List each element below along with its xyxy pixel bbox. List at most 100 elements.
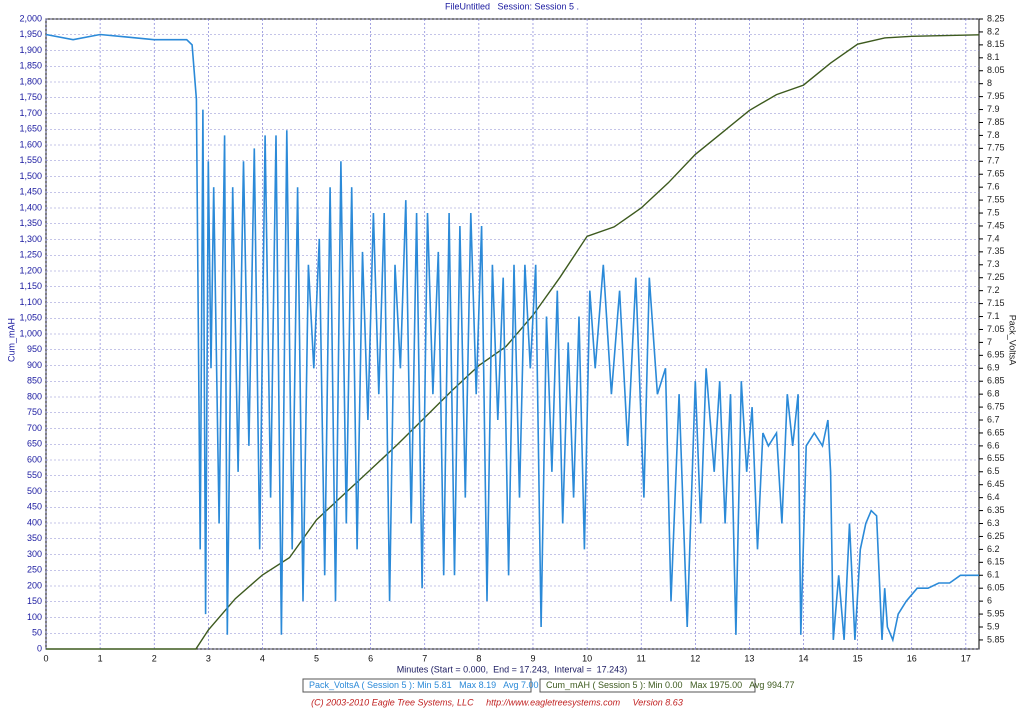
- y-tick-label: 1,800: [19, 76, 42, 86]
- y-tick-label: 50: [32, 628, 42, 638]
- y-tick-label: 250: [27, 565, 42, 575]
- y2-tick-label: 6.85: [987, 376, 1005, 386]
- y-tick-label: 900: [27, 360, 42, 370]
- y-tick-label: 650: [27, 439, 42, 449]
- y-tick-label: 1,550: [19, 155, 42, 165]
- y2-tick-label: 6.2: [987, 544, 1000, 554]
- x-tick-label: 15: [853, 653, 863, 663]
- y-tick-label: 350: [27, 533, 42, 543]
- y-tick-label: 1,650: [19, 124, 42, 134]
- y-tick-label: 1,350: [19, 218, 42, 228]
- y2-tick-label: 6: [987, 596, 992, 606]
- y2-tick-label: 7.9: [987, 104, 1000, 114]
- y-tick-label: 300: [27, 549, 42, 559]
- x-tick-label: 0: [43, 653, 48, 663]
- y-tick-label: 1,850: [19, 61, 42, 71]
- y-tick-label: 1,200: [19, 265, 42, 275]
- legend-box: [302, 678, 532, 693]
- x-tick-label: 5: [314, 653, 319, 663]
- y2-tick-label: 7.05: [987, 324, 1005, 334]
- y-tick-label: 200: [27, 580, 42, 590]
- x-tick-label: 1: [98, 653, 103, 663]
- y-tick-label: 700: [27, 423, 42, 433]
- y-tick-label: 800: [27, 391, 42, 401]
- x-tick-label: 13: [744, 653, 754, 663]
- y-tick-label: 100: [27, 612, 42, 622]
- x-tick-label: 16: [907, 653, 917, 663]
- y2-tick-label: 7.35: [987, 246, 1005, 256]
- x-tick-label: 10: [582, 653, 592, 663]
- legend-name: Cum_mAH ( Session 5 ): [546, 680, 643, 690]
- y2-tick-label: 7.45: [987, 220, 1005, 230]
- y2-tick-label: 8.25: [987, 13, 1005, 23]
- y2-tick-label: 8.2: [987, 26, 1000, 36]
- x-tick-label: 8: [476, 653, 481, 663]
- y-tick-label: 1,400: [19, 202, 42, 212]
- y-tick-label: 2,000: [19, 13, 42, 23]
- y2-tick-label: 8.15: [987, 39, 1005, 49]
- y-tick-label: 1,450: [19, 187, 42, 197]
- y2-tick-label: 6.95: [987, 350, 1005, 360]
- y2-tick-label: 6.25: [987, 531, 1005, 541]
- x-tick-label: 2: [152, 653, 157, 663]
- y-tick-label: 1,500: [19, 171, 42, 181]
- y-tick-label: 1,700: [19, 108, 42, 118]
- y2-tick-label: 5.85: [987, 634, 1005, 644]
- legend-label: Pack_VoltsA ( Session 5 ): Min 5.81 Max …: [309, 680, 538, 690]
- y2-tick-label: 8.1: [987, 52, 1000, 62]
- y2-tick-label: 7.5: [987, 207, 1000, 217]
- y2-tick-label: 7.85: [987, 117, 1005, 127]
- y2-tick-label: 7.1: [987, 311, 1000, 321]
- y2-tick-label: 6.8: [987, 389, 1000, 399]
- y2-tick-label: 7.55: [987, 194, 1005, 204]
- y2-tick-label: 6.55: [987, 453, 1005, 463]
- y2-tick-label: 7.2: [987, 285, 1000, 295]
- y-tick-label: 850: [27, 376, 42, 386]
- legend-name: Pack_VoltsA ( Session 5 ): [309, 680, 412, 690]
- x-tick-label: 11: [637, 653, 646, 663]
- y-tick-label: 1,050: [19, 313, 42, 323]
- legend-label: Cum_mAH ( Session 5 ): Min 0.00 Max 1975…: [546, 680, 794, 690]
- y2-tick-label: 8.05: [987, 65, 1005, 75]
- y2-tick-label: 6.5: [987, 466, 1000, 476]
- y-tick-label: 0: [37, 643, 42, 653]
- x-tick-label: 17: [961, 653, 971, 663]
- y-tick-label: 1,100: [19, 297, 42, 307]
- x-tick-label: 6: [368, 653, 373, 663]
- y2-tick-label: 6.9: [987, 363, 1000, 373]
- y-tick-label: 1,000: [19, 328, 42, 338]
- x-tick-label: 12: [690, 653, 700, 663]
- y-tick-label: 1,250: [19, 250, 42, 260]
- y2-tick-label: 6.75: [987, 401, 1005, 411]
- y-tick-label: 550: [27, 470, 42, 480]
- y-tick-label: 1,900: [19, 45, 42, 55]
- y-tick-label: 1,750: [19, 92, 42, 102]
- y2-tick-label: 7.6: [987, 182, 1000, 192]
- y2-tick-label: 6.65: [987, 427, 1005, 437]
- x-tick-label: 3: [206, 653, 211, 663]
- y-tick-label: 750: [27, 407, 42, 417]
- x-tick-label: 7: [422, 653, 427, 663]
- legend-box: [539, 678, 756, 693]
- y2-tick-label: 8: [987, 78, 992, 88]
- y-tick-label: 500: [27, 486, 42, 496]
- legend-stats: : Min 0.00 Max 1975.00 Avg 994.77: [643, 680, 794, 690]
- legend-stats: : Min 5.81 Max 8.19 Avg 7.00: [412, 680, 538, 690]
- y2-tick-label: 5.9: [987, 621, 1000, 631]
- y-tick-label: 150: [27, 596, 42, 606]
- y2-tick-label: 7.4: [987, 233, 1000, 243]
- x-axis-title: Minutes (Start = 0.000, End = 17.243, In…: [397, 664, 627, 674]
- y2-tick-label: 6.6: [987, 440, 1000, 450]
- y2-tick-label: 7.65: [987, 169, 1005, 179]
- y-tick-label: 1,600: [19, 139, 42, 149]
- y-tick-label: 1,150: [19, 281, 42, 291]
- y2-tick-label: 7.8: [987, 130, 1000, 140]
- series-line: [45, 33, 979, 643]
- y2-tick-label: 6.7: [987, 414, 1000, 424]
- y2-tick-label: 6.4: [987, 492, 1000, 502]
- y-tick-label: 400: [27, 517, 42, 527]
- y-axis-title: Cum_mAH: [6, 318, 16, 362]
- y-tick-label: 950: [27, 344, 42, 354]
